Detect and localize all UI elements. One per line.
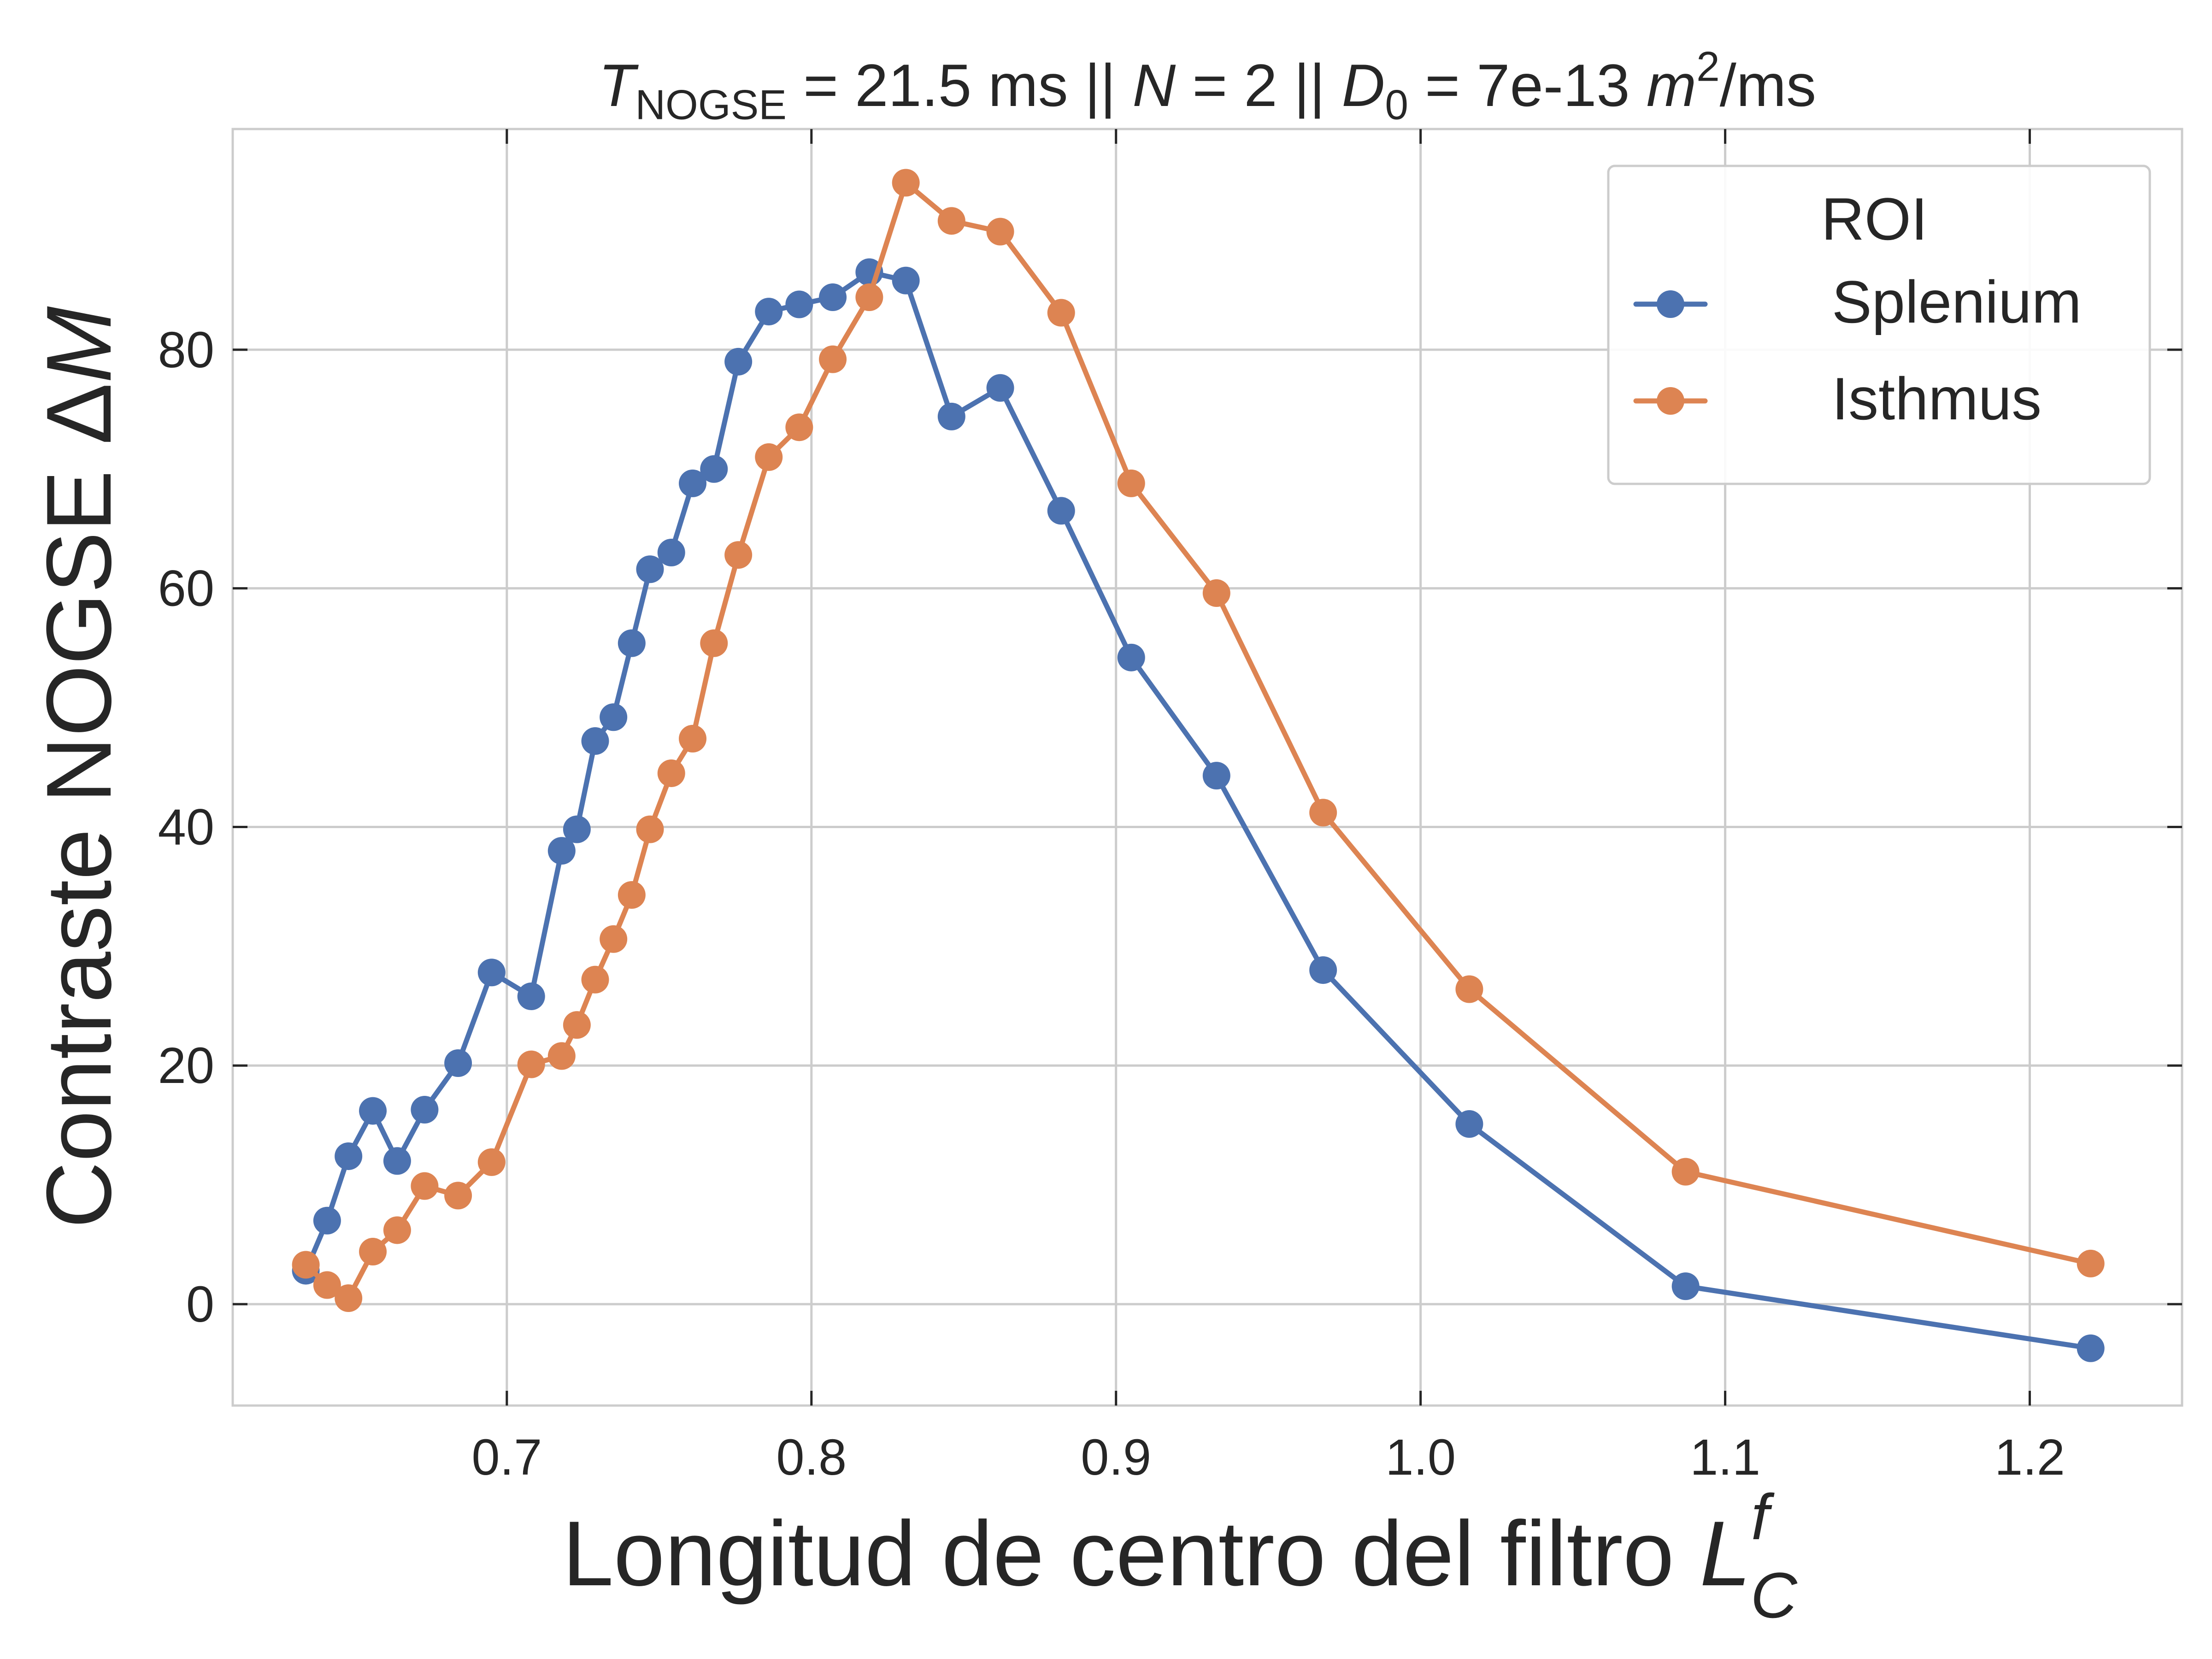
data-point-isthmus [657,759,685,787]
data-point-splenium [383,1147,411,1175]
data-point-isthmus [892,169,920,197]
data-point-isthmus [755,443,783,471]
legend-marker-isthmus [1657,387,1684,415]
data-point-splenium [679,469,707,497]
data-point-splenium [937,402,965,430]
data-point-isthmus [517,1050,545,1078]
x-tick-label: 1.0 [1385,1429,1456,1486]
y-axis-title-text: Contraste NOGSE ΔM [28,306,130,1228]
legend-marker-splenium [1657,290,1684,318]
legend-label-splenium: Splenium [1832,268,2082,335]
y-tick-label: 80 [158,322,214,378]
data-point-isthmus [855,283,883,312]
data-point-splenium [657,539,685,567]
data-point-splenium [724,347,753,376]
data-point-splenium [1309,956,1337,984]
data-point-splenium [359,1097,387,1125]
data-point-isthmus [600,925,628,953]
data-point-isthmus [444,1182,472,1210]
data-point-splenium [892,266,920,294]
data-point-isthmus [618,881,646,909]
data-point-splenium [477,959,506,987]
data-point-isthmus [547,1042,576,1070]
data-point-isthmus [937,207,965,235]
data-point-isthmus [477,1148,506,1176]
x-tick-label: 0.7 [471,1429,542,1486]
data-point-splenium [581,727,609,755]
data-point-splenium [986,374,1014,402]
data-point-isthmus [1671,1158,1700,1186]
data-point-splenium [335,1142,363,1170]
x-axis-label: Longitud de centro del filtro Lf C [562,1481,1797,1631]
data-point-isthmus [785,413,813,441]
data-point-isthmus [700,629,728,657]
data-point-isthmus [2077,1249,2105,1277]
data-point-splenium [785,290,813,318]
x-axis-title-text: Longitud de centro del filtro Lf C [562,1481,1797,1631]
axes-frame [231,128,2183,1407]
data-point-isthmus [1117,469,1145,497]
legend-entry-splenium: Splenium [1633,268,2082,335]
data-point-splenium [517,982,545,1011]
data-point-isthmus [986,218,1014,246]
data-point-splenium [700,455,728,483]
data-point-splenium [1047,497,1075,525]
data-point-isthmus [724,541,753,569]
x-tick-label: 1.2 [1994,1429,2065,1486]
x-tick-label: 1.1 [1690,1429,1760,1486]
data-point-splenium [563,815,591,843]
data-point-splenium [444,1049,472,1077]
data-point-isthmus [359,1238,387,1266]
y-tick-label: 20 [158,1037,214,1094]
legend-label-isthmus: Isthmus [1832,365,2041,432]
data-point-isthmus [1047,299,1075,327]
data-point-isthmus [335,1284,363,1312]
data-point-isthmus [581,965,609,994]
data-point-isthmus [313,1271,341,1299]
data-point-splenium [636,555,664,583]
data-point-splenium [547,837,576,865]
legend-entry-isthmus: Isthmus [1633,365,2041,432]
data-point-splenium [2077,1334,2105,1362]
data-point-splenium [755,298,783,326]
y-tick-label: 40 [158,799,214,855]
data-point-isthmus [411,1172,439,1200]
y-tick-label: 0 [186,1276,214,1333]
legend: ROI Splenium Isthmus [1607,165,2151,485]
chart-title: TNOGSE = 21.5 ms || N = 2 || D0 = 7e-13 … [599,43,1816,128]
chart-title-text: TNOGSE = 21.5 ms || N = 2 || D0 = 7e-13 … [599,43,1816,128]
legend-title: ROI [1821,185,1928,253]
x-tick-label: 0.9 [1081,1429,1151,1486]
data-point-splenium [1202,762,1230,790]
data-point-isthmus [679,724,707,753]
y-tick-label: 60 [158,560,214,617]
data-point-isthmus [636,815,664,843]
data-point-splenium [618,629,646,657]
data-point-splenium [1671,1272,1700,1300]
data-point-splenium [1117,643,1145,671]
data-point-isthmus [563,1011,591,1039]
data-point-splenium [313,1206,341,1235]
y-axis-label: Contraste NOGSE ΔM [28,306,130,1228]
x-tick-label: 0.8 [776,1429,847,1486]
data-point-splenium [411,1095,439,1124]
data-point-isthmus [383,1216,411,1244]
data-point-splenium [600,703,628,731]
data-point-isthmus [1202,579,1230,607]
data-point-isthmus [292,1251,320,1279]
data-point-isthmus [1309,799,1337,827]
series-splenium [292,258,2105,1362]
data-point-splenium [819,283,847,312]
data-point-splenium [1455,1110,1483,1138]
series-isthmus [292,169,2105,1312]
legend-box [1607,165,2151,485]
data-point-isthmus [1455,975,1483,1003]
data-point-isthmus [819,345,847,373]
